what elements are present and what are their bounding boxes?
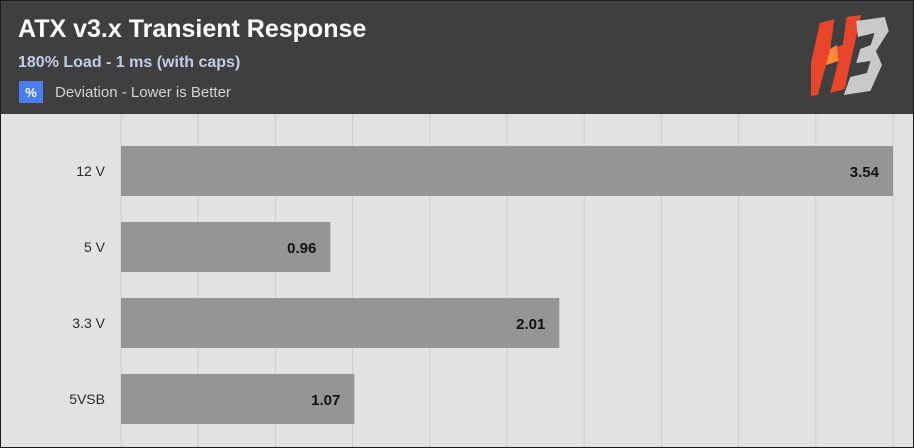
bar-12-v [121,146,893,196]
legend-label: Deviation - Lower is Better [55,84,231,101]
category-label: 5 V [84,239,106,255]
value-label: 3.54 [850,164,880,181]
bars [121,146,893,424]
chart-header: ATX v3.x Transient Response 180% Load - … [1,1,913,114]
labels: 12 V 3.54 5 V 0.96 3.3 V 2.01 5VSB 1.07 [69,163,879,409]
bar-5vsb [121,374,355,424]
category-label: 3.3 V [72,315,105,331]
value-label: 0.96 [287,240,316,257]
category-label: 5VSB [69,391,105,407]
legend-swatch: % [19,81,43,103]
bar-5-v [121,222,331,272]
chart-subtitle: 180% Load - 1 ms (with caps) [18,54,241,71]
chart-title: ATX v3.x Transient Response [18,15,367,43]
value-label: 1.07 [311,392,340,409]
bar-3-3-v [121,298,560,348]
hardware-busters-logo [811,15,889,97]
value-label: 2.01 [516,316,545,333]
chart-plot: 12 V 3.54 5 V 0.96 3.3 V 2.01 5VSB 1.07 [69,114,894,447]
category-label: 12 V [76,163,105,179]
